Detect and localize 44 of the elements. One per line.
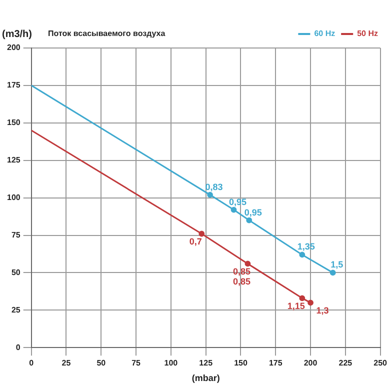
point <box>207 192 213 198</box>
point <box>330 270 336 276</box>
x-tick-label: 50 <box>96 358 106 368</box>
point <box>246 217 252 224</box>
x-tick-label: 150 <box>234 358 248 368</box>
x-tick-label: 100 <box>164 358 178 368</box>
point <box>299 295 306 302</box>
annotation: 0,95 <box>244 207 262 218</box>
y-tick-label: 75 <box>11 230 21 240</box>
annotation: 0,85 <box>232 266 250 277</box>
x-tick-label: 125 <box>199 358 214 368</box>
x-tick-label: 25 <box>62 358 72 368</box>
legend-label: 50 Hz <box>357 29 378 38</box>
x-axis-title: (mbar) <box>192 373 220 384</box>
point <box>198 230 205 237</box>
x-tick-label: 250 <box>374 358 388 368</box>
x-tick-label: 225 <box>338 358 353 368</box>
legend-label: 60 Hz <box>314 29 336 38</box>
y-tick-label: 100 <box>6 193 21 202</box>
y-axis-title: (m3/h) <box>2 28 32 40</box>
y-tick-label: 25 <box>11 305 21 314</box>
annotation: 1,15 <box>287 301 305 312</box>
annotation: 0,95 <box>228 196 247 207</box>
point <box>308 300 314 306</box>
annotation: 0,83 <box>205 182 223 192</box>
y-tick-label: 0 <box>16 342 21 352</box>
x-tick-label: 175 <box>268 358 283 368</box>
y-tick-label: 175 <box>6 80 21 90</box>
y-tick-label: 50 <box>11 268 21 277</box>
x-tick-label: 200 <box>304 358 318 368</box>
annotation: 1,3 <box>316 306 329 316</box>
annotation: 0,85 <box>232 276 250 287</box>
point <box>244 260 251 267</box>
annotation: 0,7 <box>189 236 202 247</box>
y-tick-label: 125 <box>6 156 21 165</box>
y-tick-label: 150 <box>6 118 21 128</box>
point <box>299 252 306 258</box>
annotation: 1,35 <box>297 242 315 252</box>
annotation: 1,5 <box>330 260 344 270</box>
y-tick-label: 200 <box>6 43 21 52</box>
x-tick-label: 0 <box>29 358 34 368</box>
chart-title: Поток всасываемого воздуха <box>48 29 166 38</box>
x-tick-label: 75 <box>132 358 142 368</box>
point <box>230 206 237 213</box>
